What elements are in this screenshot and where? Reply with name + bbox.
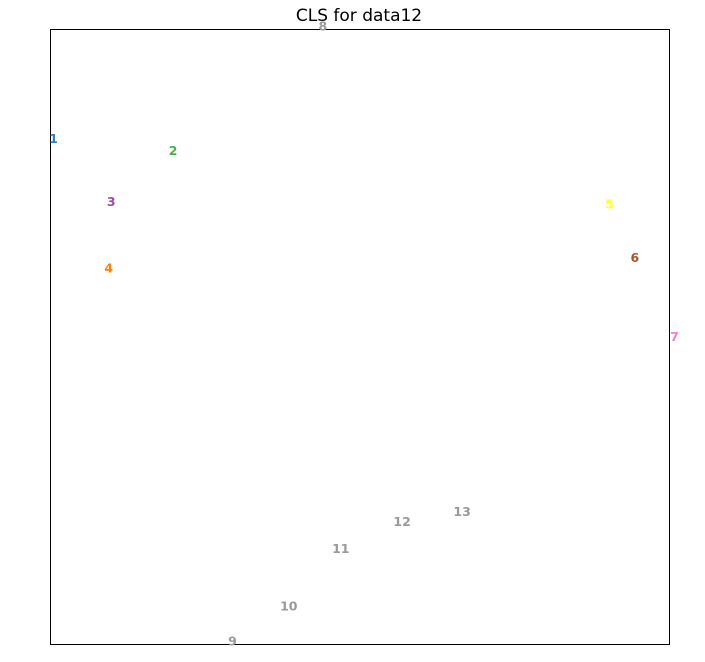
point-label-3: 3 xyxy=(107,194,116,209)
point-label-11: 11 xyxy=(332,541,349,556)
point-label-2: 2 xyxy=(169,143,178,158)
point-label-10: 10 xyxy=(280,598,298,613)
point-label-5: 5 xyxy=(605,197,614,212)
point-label-12: 12 xyxy=(393,514,410,529)
point-label-9: 9 xyxy=(228,633,237,648)
point-label-7: 7 xyxy=(670,329,679,344)
point-label-13: 13 xyxy=(453,504,470,519)
chart-title: CLS for data12 xyxy=(296,6,422,26)
plot-area-frame xyxy=(50,29,670,645)
point-label-8: 8 xyxy=(319,18,328,33)
point-label-4: 4 xyxy=(104,261,113,276)
point-label-1: 1 xyxy=(49,131,58,146)
point-label-6: 6 xyxy=(630,250,639,265)
